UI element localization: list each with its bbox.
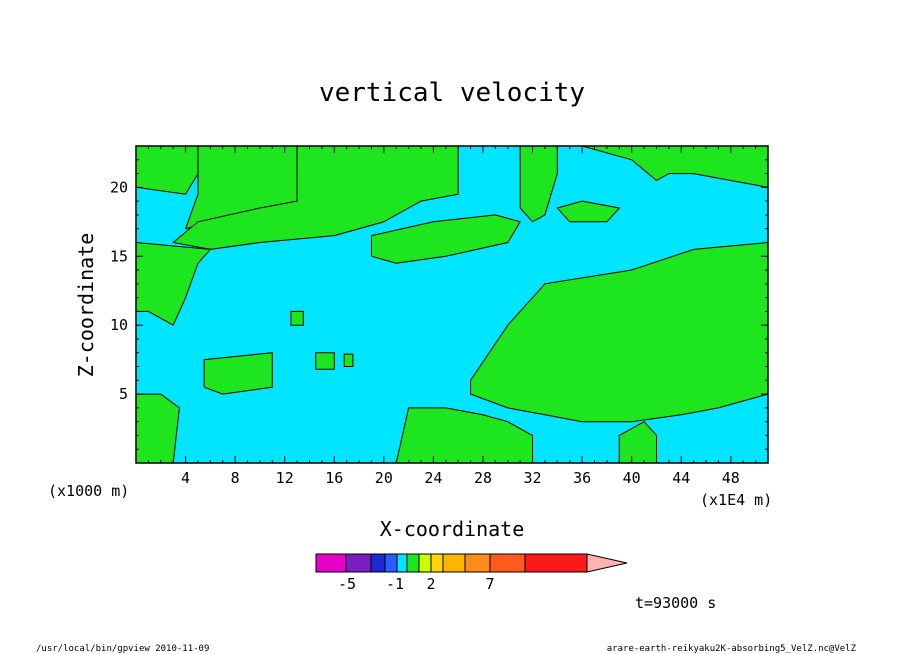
region-large-right [470, 241, 768, 423]
colorbar: -5 -1 2 7 [315, 553, 628, 593]
x-tick-label: 16 [325, 469, 343, 487]
region-mid-right-band [371, 214, 521, 264]
x-tick-label: 48 [722, 469, 740, 487]
colorbar-segment [396, 553, 408, 573]
region-top-mid-band [172, 146, 459, 250]
colorbar-segment [418, 553, 432, 573]
colorbar-segment [430, 553, 444, 573]
colorbar-segment [489, 553, 526, 573]
colorbar-segment [406, 553, 420, 573]
footer-right: arare-earth-reikyaku2K-absorbing5_VelZ.n… [607, 644, 857, 654]
x-axis-label: X-coordinate [380, 517, 525, 541]
y-axis-label: Z-coordinate [74, 233, 98, 378]
y-tick-label: 15 [110, 247, 128, 265]
region-upper-left [136, 146, 199, 195]
y-tick-label: 20 [110, 178, 128, 196]
z-units-label: (x1000 m) [48, 482, 129, 500]
x-tick-label: 36 [573, 469, 591, 487]
time-label: t=93000 s [635, 594, 716, 612]
region-blob-15 [315, 352, 335, 370]
colorbar-segment [345, 553, 372, 573]
region-cloud-36 [556, 200, 621, 223]
colorbar-label: -5 [338, 575, 356, 593]
region-right-upper-strips [519, 146, 558, 223]
x-tick-label: 20 [375, 469, 393, 487]
colorbar-label: 2 [426, 575, 435, 593]
region-lower-left-strip [203, 352, 273, 395]
y-tick-label: 5 [119, 385, 128, 403]
x-units-label: (x1E4 m) [700, 491, 772, 509]
colorbar-label: 7 [485, 575, 494, 593]
x-tick-label: 24 [424, 469, 442, 487]
y-tick-label: 10 [110, 316, 128, 334]
region-right-top [581, 146, 768, 188]
x-tick-label: 4 [181, 469, 190, 487]
x-tick-label: 40 [623, 469, 641, 487]
colorbar-segment [370, 553, 386, 573]
region-bottom-right-lobe [618, 421, 657, 463]
footer-left: /usr/local/bin/gpview 2010-11-09 [36, 644, 209, 654]
x-tick-label: 12 [276, 469, 294, 487]
chart-title: vertical velocity [319, 78, 585, 108]
region-blob-13 [290, 310, 304, 326]
colorbar-segment [442, 553, 466, 573]
colorbar-segment [315, 553, 347, 573]
x-tick-label: 28 [474, 469, 492, 487]
region-blob-17 [343, 353, 354, 367]
x-tick-label: 8 [231, 469, 240, 487]
colorbar-label: -1 [386, 575, 404, 593]
region-bottom-left [136, 393, 180, 463]
colorbar-segment [524, 553, 588, 573]
x-tick-label: 32 [524, 469, 542, 487]
plot-frame [135, 145, 769, 464]
colorbar-segment [464, 553, 491, 573]
colorbar-arrow [586, 553, 628, 573]
colorbar-segment [384, 553, 398, 573]
x-tick-label: 44 [672, 469, 690, 487]
